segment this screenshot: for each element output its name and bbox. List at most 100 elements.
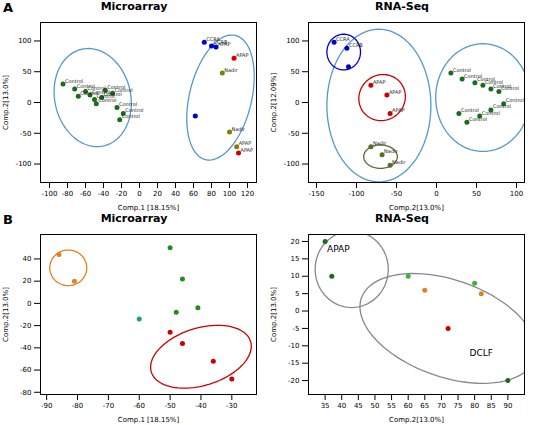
svg-text:Nadir: Nadir (373, 140, 387, 146)
svg-text:120: 120 (241, 190, 254, 198)
svg-text:Control: Control (461, 107, 479, 113)
svg-text:50: 50 (291, 68, 300, 76)
svg-text:40: 40 (171, 190, 180, 198)
svg-text:100: 100 (286, 37, 299, 45)
svg-text:-50: -50 (391, 190, 402, 198)
svg-text:APAP: APAP (236, 52, 249, 58)
svg-text:-70: -70 (103, 402, 114, 410)
svg-text:-80: -80 (20, 389, 31, 397)
svg-text:35: 35 (321, 402, 330, 410)
svg-text:-60: -60 (80, 190, 91, 198)
svg-text:-50: -50 (20, 130, 31, 138)
svg-text:-40: -40 (20, 344, 31, 352)
svg-text:CCRA: CCRA (336, 36, 350, 42)
svg-text:Nadir: Nadir (392, 159, 406, 165)
svg-text:Control: Control (469, 116, 487, 122)
svg-text:APAP: APAP (392, 107, 405, 113)
svg-text:Control: Control (98, 97, 116, 103)
svg-text:-40: -40 (98, 190, 109, 198)
svg-text:45: 45 (354, 402, 363, 410)
svg-text:APAP: APAP (241, 147, 254, 153)
svg-text:Control: Control (453, 67, 471, 73)
svg-text:0: 0 (137, 190, 141, 198)
svg-text:Comp.2[13.0%]: Comp.2[13.0%] (270, 287, 278, 342)
svg-text:Control: Control (115, 87, 133, 93)
svg-text:100: 100 (510, 190, 523, 198)
svg-text:-80: -80 (62, 190, 73, 198)
svg-text:50: 50 (23, 68, 32, 76)
svg-text:-50: -50 (288, 130, 299, 138)
svg-text:Comp.2[13.0%]: Comp.2[13.0%] (2, 75, 10, 130)
svg-text:70: 70 (437, 402, 446, 410)
svg-text:40: 40 (337, 402, 346, 410)
svg-text:-100: -100 (284, 160, 300, 168)
svg-text:100: 100 (223, 190, 236, 198)
svg-text:-80: -80 (72, 402, 83, 410)
svg-text:85: 85 (487, 402, 496, 410)
svg-text:Control: Control (119, 101, 137, 107)
svg-text:-20: -20 (20, 322, 31, 330)
svg-text:Control: Control (506, 97, 524, 103)
svg-text:-60: -60 (20, 366, 31, 374)
svg-text:Comp.1 [18.15%]: Comp.1 [18.15%] (118, 204, 180, 212)
svg-text:80: 80 (470, 402, 479, 410)
svg-text:-15: -15 (288, 359, 299, 367)
svg-text:-60: -60 (134, 402, 145, 410)
svg-text:90: 90 (503, 402, 512, 410)
svg-text:Control: Control (482, 110, 500, 116)
svg-text:65: 65 (420, 402, 429, 410)
svg-text:Nadir: Nadir (232, 126, 246, 132)
svg-text:-100: -100 (16, 160, 32, 168)
svg-text:5: 5 (295, 290, 299, 298)
svg-text:-20: -20 (288, 377, 299, 385)
svg-text:APAP: APAP (327, 244, 350, 254)
svg-text:10: 10 (291, 272, 300, 280)
svg-text:Nadir: Nadir (384, 148, 398, 154)
svg-text:Nadir: Nadir (224, 67, 238, 73)
svg-text:CCRB: CCRB (349, 42, 363, 48)
svg-text:-50: -50 (164, 402, 175, 410)
svg-text:-90: -90 (41, 402, 52, 410)
svg-text:100: 100 (18, 37, 31, 45)
svg-text:0: 0 (27, 300, 31, 308)
svg-text:APAP: APAP (373, 79, 386, 85)
svg-text:20: 20 (153, 190, 162, 198)
svg-text:Control: Control (493, 103, 511, 109)
svg-text:Control: Control (122, 113, 140, 119)
svg-text:Comp.1 [18.15%]: Comp.1 [18.15%] (118, 416, 180, 424)
svg-text:-30: -30 (226, 402, 237, 410)
svg-text:Comp.2[13.0%]: Comp.2[13.0%] (389, 416, 444, 424)
svg-text:0: 0 (295, 99, 299, 107)
svg-text:75: 75 (454, 402, 463, 410)
svg-text:APAP: APAP (218, 41, 231, 47)
svg-text:20: 20 (291, 238, 300, 246)
svg-text:-20: -20 (116, 190, 127, 198)
svg-text:APAP: APAP (239, 140, 252, 146)
svg-text:60: 60 (404, 402, 413, 410)
svg-text:50: 50 (371, 402, 380, 410)
svg-text:APAP: APAP (389, 89, 402, 95)
svg-text:0: 0 (27, 99, 31, 107)
svg-text:Control: Control (125, 107, 143, 113)
svg-text:40: 40 (23, 255, 32, 263)
svg-text:-40: -40 (195, 402, 206, 410)
svg-text:-100: -100 (42, 190, 58, 198)
svg-text:Comp.2[12.09%]: Comp.2[12.09%] (270, 73, 278, 133)
svg-text:Control: Control (501, 85, 519, 91)
svg-text:Comp.2[13.0%]: Comp.2[13.0%] (389, 204, 444, 212)
svg-text:80: 80 (207, 190, 216, 198)
svg-text:15: 15 (291, 255, 300, 263)
svg-text:-100: -100 (349, 190, 365, 198)
svg-text:Comp.2[13.0%]: Comp.2[13.0%] (2, 287, 10, 342)
svg-text:50: 50 (472, 190, 481, 198)
svg-text:-150: -150 (309, 190, 325, 198)
svg-text:0: 0 (295, 307, 299, 315)
svg-text:DCLF: DCLF (470, 348, 493, 358)
svg-text:20: 20 (23, 277, 32, 285)
svg-text:0: 0 (434, 190, 438, 198)
html-text:Microarray: Microarray (100, 0, 168, 13)
svg-text:-10: -10 (288, 342, 299, 350)
svg-text:55: 55 (387, 402, 396, 410)
svg-text:60: 60 (189, 190, 198, 198)
svg-text:-5: -5 (293, 325, 300, 333)
